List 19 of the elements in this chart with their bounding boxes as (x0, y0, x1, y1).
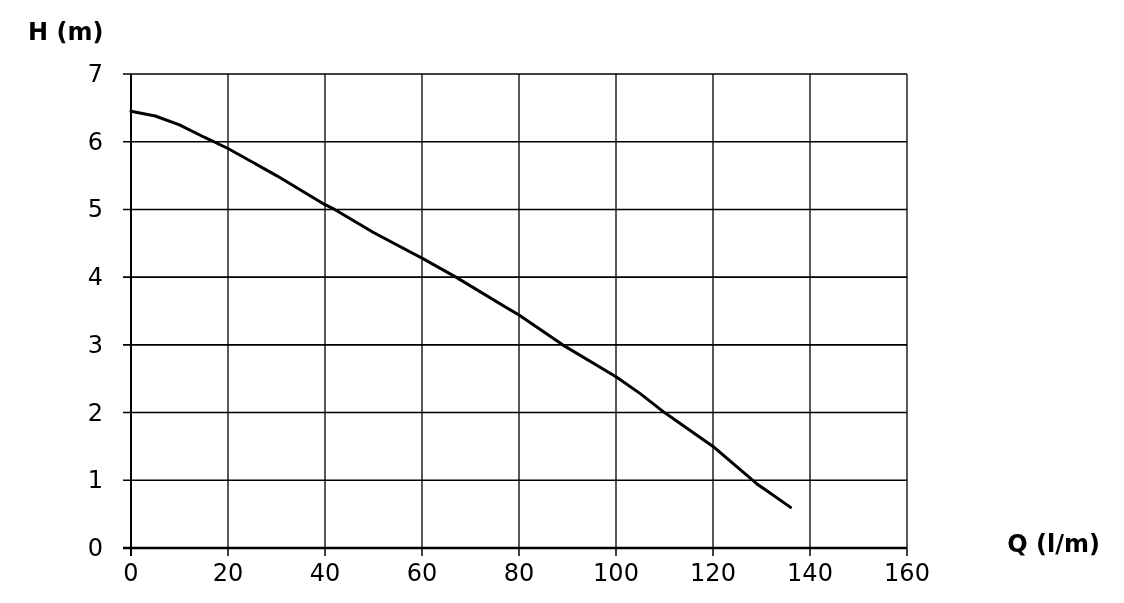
y-tick-label: 5 (87, 195, 103, 224)
y-tick-label: 1 (87, 466, 103, 495)
x-tick-label: 80 (503, 559, 535, 587)
y-tick-label: 4 (87, 263, 103, 292)
y-axis-title: H (m) (28, 18, 104, 46)
x-tick-label: 40 (309, 559, 341, 587)
y-tick-label: 6 (87, 127, 103, 156)
y-tick-label: 7 (87, 60, 103, 88)
x-tick-label: 60 (406, 559, 438, 587)
y-tick-label: 3 (87, 330, 103, 359)
x-axis-title: Q (l/m) (1007, 530, 1100, 558)
y-tick-label: 2 (87, 398, 103, 427)
x-tick-label: 0 (123, 559, 139, 587)
x-tick-label: 160 (884, 559, 930, 587)
y-tick-label: 0 (87, 534, 103, 562)
x-tick-label: 120 (690, 559, 736, 587)
x-tick-label: 140 (787, 559, 833, 587)
x-tick-label: 20 (212, 559, 244, 587)
x-tick-label: 100 (593, 559, 639, 587)
